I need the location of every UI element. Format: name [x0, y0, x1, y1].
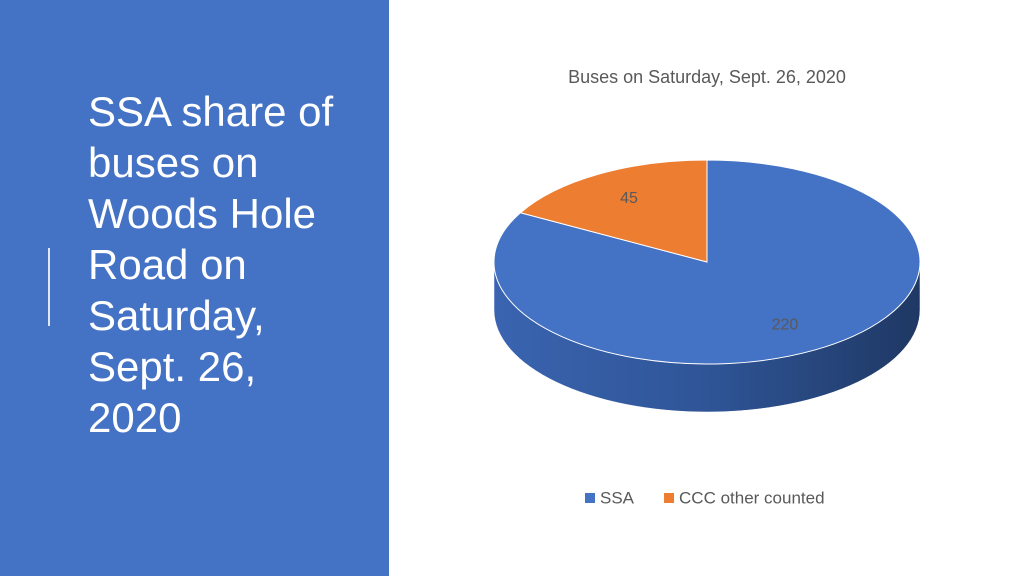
title-line: buses on	[88, 139, 259, 186]
pie-slice	[519, 159, 708, 263]
legend-label: SSA	[600, 488, 635, 507]
slide-title: SSA share of buses on Woods Hole Road on Sat…	[88, 86, 333, 443]
title-line: Saturday,	[88, 292, 265, 339]
side-panel	[0, 0, 389, 576]
legend-swatch	[664, 493, 675, 503]
title-line: SSA share of	[88, 88, 334, 135]
accent-line	[48, 248, 50, 326]
legend-label: CCC other counted	[679, 488, 825, 507]
title-line: 2020	[88, 394, 182, 441]
pie-slice	[493, 159, 921, 365]
data-label: 45	[620, 190, 638, 207]
title-line: Woods Hole	[88, 190, 317, 237]
legend-swatch	[585, 493, 595, 503]
chart-title: Buses on Saturday, Sept. 26, 2020	[568, 67, 846, 87]
data-label: 220	[772, 316, 799, 333]
title-line: Sept. 26,	[88, 343, 257, 390]
title-line: Road on	[88, 241, 247, 288]
chart: Buses on Saturday, Sept. 26, 2020 220 45 S…	[493, 67, 921, 507]
